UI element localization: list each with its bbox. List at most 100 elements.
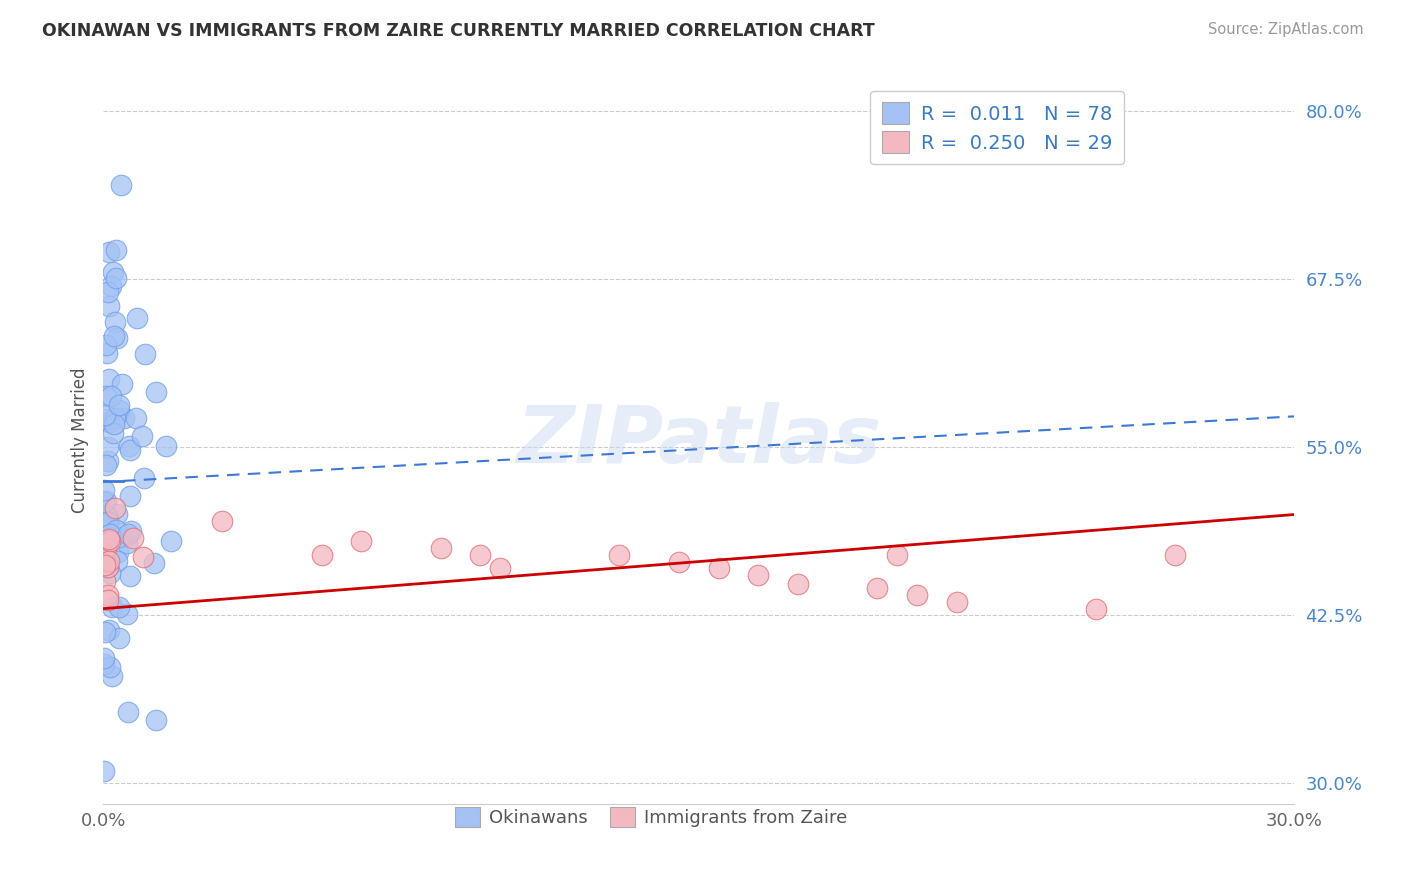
Point [104,500,127,515]
Point [108,631,131,645]
Point [118,569,141,583]
Point [98,299,121,313]
Point [145,384,167,399]
Point [97,588,120,602]
Point [747,568,769,582]
Point [118,489,141,503]
Point [94,389,117,403]
Point [489,561,512,575]
Point [159,534,181,549]
Point [609,548,631,562]
Point [93,651,115,665]
Point [104,244,127,258]
Point [98,534,121,549]
Point [98,660,121,674]
Point [104,315,127,329]
Point [96,494,118,508]
Point [98,245,121,260]
Point [132,471,155,485]
Point [886,548,908,562]
Point [115,536,138,550]
Point [93,559,115,574]
Point [100,279,122,293]
Point [93,495,115,509]
Point [93,483,115,497]
Point [104,411,127,425]
Point [97,560,120,574]
Point [118,439,141,453]
Point [103,328,125,343]
Point [866,582,889,596]
Point [134,347,156,361]
Point [93,764,115,779]
Point [112,411,135,425]
Point [120,443,142,458]
Y-axis label: Currently Married: Currently Married [72,368,89,513]
Point [97,511,120,525]
Point [131,428,153,442]
Point [96,346,118,360]
Point [96,556,118,570]
Point [101,669,124,683]
Point [145,714,167,728]
Point [93,534,115,549]
Point [117,526,139,541]
Point [98,415,121,429]
Point [94,338,117,352]
Point [470,548,492,562]
Point [108,531,131,545]
Text: OKINAWAN VS IMMIGRANTS FROM ZAIRE CURRENTLY MARRIED CORRELATION CHART: OKINAWAN VS IMMIGRANTS FROM ZAIRE CURREN… [42,22,875,40]
Point [105,554,128,568]
Point [107,545,129,559]
Point [429,541,451,555]
Point [905,588,928,602]
Point [311,548,333,562]
Point [97,440,120,454]
Point [155,439,177,453]
Point [117,705,139,719]
Point [100,389,122,403]
Point [108,398,131,412]
Point [97,529,120,543]
Point [707,561,730,575]
Point [101,265,124,279]
Legend: Okinawans, Immigrants from Zaire: Okinawans, Immigrants from Zaire [447,800,855,835]
Point [94,409,117,423]
Point [108,402,131,417]
Point [97,554,120,568]
Point [100,600,122,615]
Point [98,566,121,580]
Point [93,561,115,575]
Point [105,331,128,345]
Point [132,550,155,565]
Point [122,532,145,546]
Point [110,178,132,192]
Text: Source: ZipAtlas.com: Source: ZipAtlas.com [1208,22,1364,37]
Point [93,657,115,672]
Point [124,410,146,425]
Point [105,507,128,521]
Point [103,426,125,441]
Point [94,412,117,426]
Point [143,556,166,570]
Point [115,607,138,621]
Point [94,558,117,572]
Point [97,623,120,637]
Point [97,285,120,299]
Point [211,514,233,528]
Point [1164,548,1187,562]
Point [97,592,120,607]
Point [97,454,120,468]
Point [787,577,810,591]
Point [97,372,120,386]
Point [1084,601,1107,615]
Point [97,560,120,574]
Point [946,595,969,609]
Text: ZIPatlas: ZIPatlas [516,401,882,480]
Point [97,532,120,546]
Point [96,541,118,555]
Point [111,376,134,391]
Point [120,524,142,538]
Point [94,574,117,588]
Point [668,555,690,569]
